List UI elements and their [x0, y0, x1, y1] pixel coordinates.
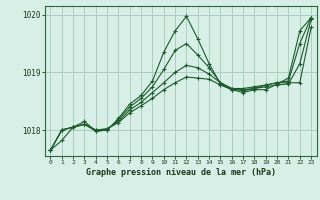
X-axis label: Graphe pression niveau de la mer (hPa): Graphe pression niveau de la mer (hPa) [86, 168, 276, 177]
